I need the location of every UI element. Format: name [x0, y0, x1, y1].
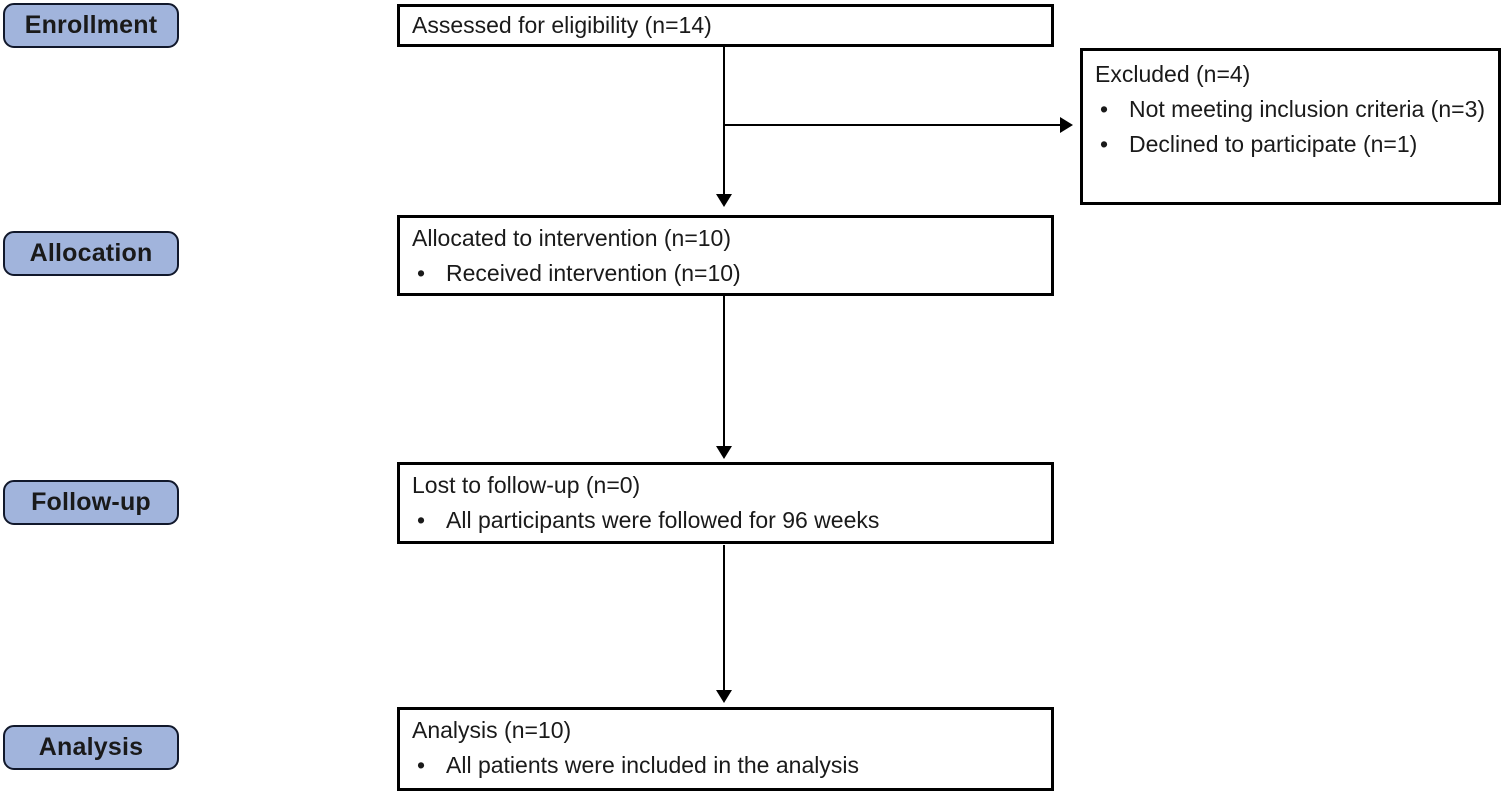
arrow-head-down-icon [716, 690, 732, 703]
stage-label-text: Analysis [38, 733, 144, 761]
bullet-item: All patients were included in the analys… [412, 748, 1039, 783]
bullet-text: All participants were followed for 96 we… [446, 507, 880, 533]
stage-label-follow-up: Follow-up [3, 480, 179, 525]
box-title: Assessed for eligibility (n=14) [412, 12, 712, 38]
bullet-item: Declined to participate (n=1) [1095, 127, 1486, 162]
bullet-item: Not meeting inclusion criteria (n=3) [1095, 92, 1486, 127]
stage-label-text: Follow-up [31, 488, 151, 516]
stage-label-text: Enrollment [24, 11, 158, 39]
arrow-head-down-icon [716, 194, 732, 207]
arrow-head-down-icon [716, 446, 732, 459]
box-title: Analysis (n=10) [412, 717, 572, 743]
box-title: Lost to follow-up (n=0) [412, 472, 641, 498]
stage-label-enrollment: Enrollment [3, 3, 179, 48]
bullet-text: All patients were included in the analys… [446, 752, 859, 778]
box-lost-to-follow-up: Lost to follow-up (n=0) All participants… [397, 462, 1054, 544]
arrow-line [723, 545, 725, 690]
stage-label-text: Allocation [29, 239, 153, 267]
bullet-item: All participants were followed for 96 we… [412, 503, 1039, 538]
bullet-text: Declined to participate (n=1) [1129, 131, 1418, 157]
arrow-line [723, 296, 725, 446]
box-allocated-to-intervention: Allocated to intervention (n=10) Receive… [397, 215, 1054, 296]
arrow-line [723, 47, 725, 195]
box-excluded: Excluded (n=4) Not meeting inclusion cri… [1080, 48, 1501, 205]
stage-label-analysis: Analysis [3, 725, 179, 770]
box-assessed-for-eligibility: Assessed for eligibility (n=14) [397, 4, 1054, 47]
box-analysis: Analysis (n=10) All patients were includ… [397, 707, 1054, 791]
stage-label-allocation: Allocation [3, 231, 179, 276]
arrow-head-right-icon [1060, 117, 1073, 133]
box-title: Allocated to intervention (n=10) [412, 225, 732, 251]
bullet-text: Received intervention (n=10) [446, 260, 741, 286]
bullet-text: Not meeting inclusion criteria (n=3) [1129, 96, 1486, 122]
box-title: Excluded (n=4) [1095, 61, 1251, 87]
bullet-item: Received intervention (n=10) [412, 256, 1039, 291]
arrow-line [724, 124, 1060, 126]
